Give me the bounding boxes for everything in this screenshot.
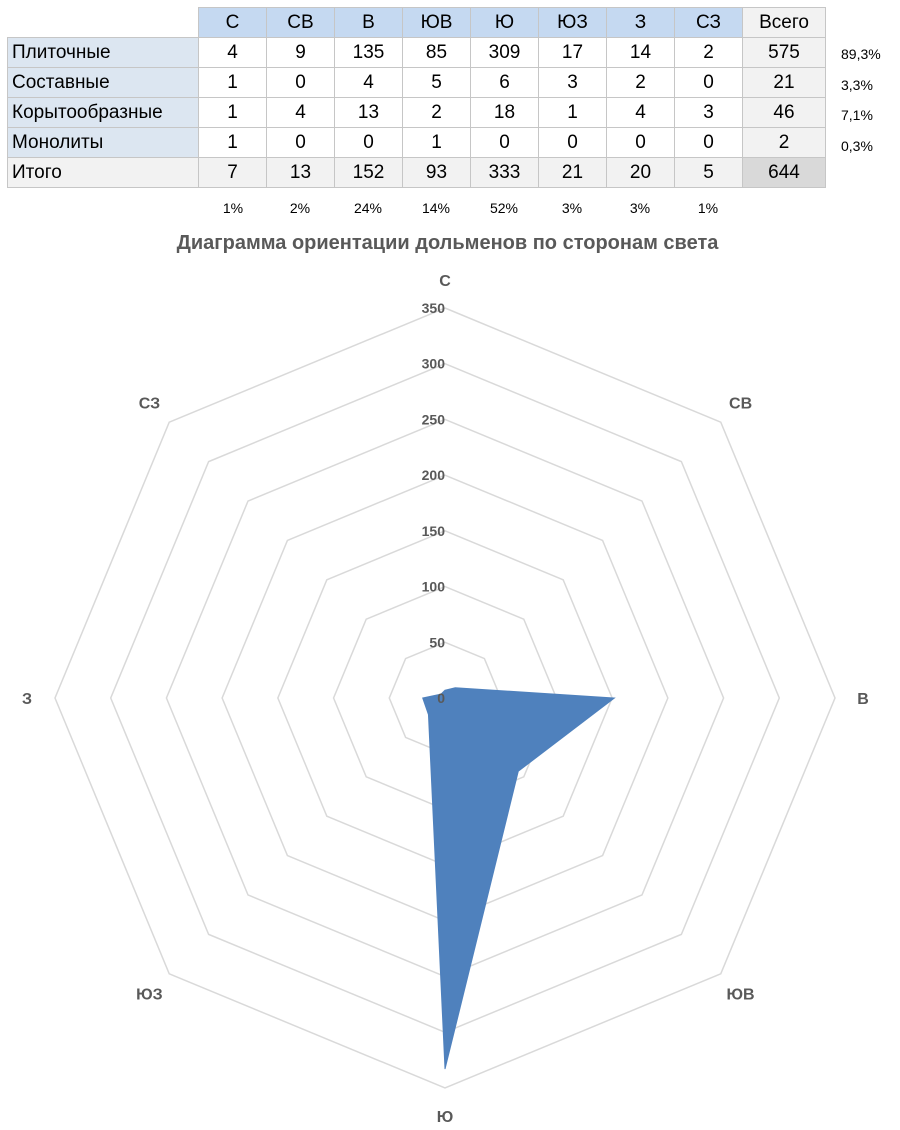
table-cell: 0	[334, 127, 403, 158]
table-cell: 4	[334, 67, 403, 98]
column-header: ЮЗ	[538, 7, 607, 38]
total-cell: 20	[606, 157, 675, 188]
row-label: Составные	[7, 67, 199, 98]
radar-chart: 0 50 100 150 200 250 300 350 С СВ В ЮВ Ю ЮЗ З СЗ	[22, 273, 869, 1126]
table-cell: 1	[198, 67, 267, 98]
table-cell: 309	[470, 37, 539, 68]
direction-percent: 2%	[289, 200, 311, 216]
total-cell: 5	[674, 157, 743, 188]
radar-tick-label: 250	[422, 411, 446, 427]
radar-axis-label: Ю	[437, 1109, 454, 1126]
direction-percent: 3%	[561, 200, 583, 216]
table-row: Корытообразные 1 4 13 2 18 1 4 3 46	[7, 97, 826, 128]
radar-tick-label: 200	[422, 467, 446, 483]
grand-total-cell: 644	[742, 157, 826, 188]
row-label: Монолиты	[7, 127, 199, 158]
total-cell: 21	[538, 157, 607, 188]
table-cell: 0	[674, 67, 743, 98]
table-corner	[8, 8, 199, 38]
table-cell: 1	[402, 127, 471, 158]
direction-percent: 52%	[489, 200, 519, 216]
radar-axis-label: ЮВ	[727, 987, 755, 1004]
direction-percent: 1%	[222, 200, 244, 216]
table-cell: 14	[606, 37, 675, 68]
table-cell: 5	[402, 67, 471, 98]
table-cell: 2	[674, 37, 743, 68]
total-cell: 93	[402, 157, 471, 188]
radar-tick-label: 100	[422, 579, 446, 595]
table-cell: 6	[470, 67, 539, 98]
column-header: СЗ	[674, 7, 743, 38]
table-row: Плиточные 4 9 135 85 309 17 14 2 575	[7, 37, 826, 68]
radar-axis-label: СВ	[729, 395, 752, 412]
total-cell: 152	[334, 157, 403, 188]
radar-axis-label: С	[439, 273, 451, 290]
table-cell: 0	[606, 127, 675, 158]
radar-tick-label: 50	[429, 634, 445, 650]
direction-percent: 3%	[629, 200, 651, 216]
table-cell: 0	[266, 127, 335, 158]
chart-title: Диаграмма ориентации дольменов по сторон…	[176, 232, 719, 254]
table-cell: 2	[606, 67, 675, 98]
direction-percent: 1%	[697, 200, 719, 216]
radar-tick-label: 350	[422, 300, 446, 316]
radar-series-area	[422, 687, 616, 1070]
column-header-total: Всего	[742, 7, 826, 38]
radar-tick-label: 300	[422, 356, 446, 372]
total-cell: 13	[266, 157, 335, 188]
row-share-percent: 7,1%	[841, 107, 873, 123]
column-header: С	[198, 7, 267, 38]
row-share-percent: 0,3%	[841, 138, 873, 154]
row-total-cell: 21	[742, 67, 826, 98]
row-label: Плиточные	[7, 37, 199, 68]
table-row: Составные 1 0 4 5 6 3 2 0 21	[7, 67, 826, 98]
row-share-percent: 89,3%	[841, 46, 881, 62]
table-cell: 0	[538, 127, 607, 158]
table-cell: 135	[334, 37, 403, 68]
column-header: В	[334, 7, 403, 38]
direction-percent: 14%	[421, 200, 451, 216]
direction-percent: 24%	[353, 200, 383, 216]
table-total-row: Итого 7 13 152 93 333 21 20 5 644	[7, 157, 826, 188]
orientation-table: С СВ В ЮВ Ю ЮЗ З СЗ Всего Плиточные 4 9 …	[7, 7, 826, 188]
row-total-cell: 2	[742, 127, 826, 158]
table-cell: 4	[266, 97, 335, 128]
column-header: З	[606, 7, 675, 38]
table-cell: 0	[266, 67, 335, 98]
table-cell: 3	[538, 67, 607, 98]
row-label: Корытообразные	[7, 97, 199, 128]
radar-tick-label: 0	[437, 690, 445, 706]
radar-axis-label: В	[857, 691, 869, 708]
table-cell: 2	[402, 97, 471, 128]
table-cell: 85	[402, 37, 471, 68]
table-cell: 0	[470, 127, 539, 158]
table-cell: 3	[674, 97, 743, 128]
radar-axis-label: СЗ	[139, 395, 160, 412]
table-row: Монолиты 1 0 0 1 0 0 0 0 2	[7, 127, 826, 158]
table-cell: 1	[198, 97, 267, 128]
table-cell: 0	[674, 127, 743, 158]
table-cell: 1	[198, 127, 267, 158]
radar-tick-label: 150	[422, 523, 446, 539]
total-cell: 333	[470, 157, 539, 188]
table-cell: 4	[198, 37, 267, 68]
radar-grid-ring	[54, 307, 836, 1089]
row-total-cell: 46	[742, 97, 826, 128]
table-cell: 13	[334, 97, 403, 128]
table-cell: 17	[538, 37, 607, 68]
column-header: СВ	[266, 7, 335, 38]
row-total-cell: 575	[742, 37, 826, 68]
row-share-percent: 3,3%	[841, 77, 873, 93]
table-cell: 9	[266, 37, 335, 68]
radar-axis-label: З	[22, 691, 32, 708]
table-cell: 4	[606, 97, 675, 128]
table-cell: 18	[470, 97, 539, 128]
total-cell: 7	[198, 157, 267, 188]
table-cell: 1	[538, 97, 607, 128]
column-header: Ю	[470, 7, 539, 38]
row-label-total: Итого	[7, 157, 199, 188]
radar-axis-label: ЮЗ	[136, 987, 163, 1004]
column-header: ЮВ	[402, 7, 471, 38]
table-header-row: С СВ В ЮВ Ю ЮЗ З СЗ Всего	[8, 7, 826, 38]
